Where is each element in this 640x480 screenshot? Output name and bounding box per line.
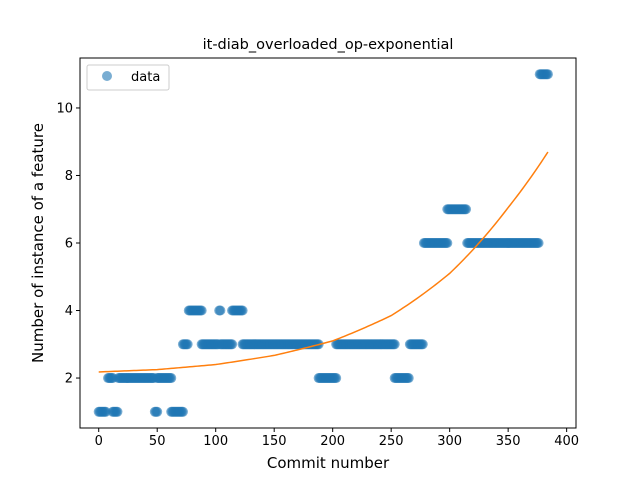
data-point <box>215 305 226 316</box>
x-tick-label: 100 <box>203 434 228 449</box>
data-point <box>331 373 342 384</box>
fit-line <box>98 151 549 373</box>
data-points <box>93 69 553 417</box>
data-point <box>152 406 163 417</box>
data-point <box>166 373 177 384</box>
y-axis-label: Number of instance of a feature <box>29 123 47 363</box>
x-tick-label: 50 <box>149 434 166 449</box>
axis-ticks: 0 50 100 150 200 250 300 350 400 2 4 6 8 10 <box>56 101 579 449</box>
x-tick-label: 350 <box>496 434 521 449</box>
legend-label-data: data <box>131 70 160 85</box>
y-tick-label: 4 <box>65 304 73 319</box>
fit-line-layer <box>98 151 549 373</box>
y-tick-label: 10 <box>56 101 73 116</box>
data-point <box>417 339 428 350</box>
data-point <box>182 339 193 350</box>
data-point <box>389 339 400 350</box>
data-point <box>237 305 248 316</box>
y-tick-label: 8 <box>65 169 73 184</box>
data-point <box>442 238 453 248</box>
data-point <box>177 406 188 417</box>
data-point <box>112 406 123 417</box>
x-tick-label: 200 <box>320 434 345 449</box>
chart-title: it-diab_overloaded_op-exponential <box>203 37 454 53</box>
data-point <box>533 238 544 248</box>
data-point <box>542 69 553 80</box>
data-point <box>100 406 111 417</box>
data-point <box>461 204 472 215</box>
data-point <box>196 305 207 316</box>
x-axis-label: Commit number <box>267 454 390 472</box>
x-tick-label: 300 <box>437 434 462 449</box>
x-tick-label: 250 <box>379 434 404 449</box>
x-tick-label: 0 <box>95 434 103 449</box>
data-point <box>227 339 238 350</box>
legend-marker-data <box>102 71 112 81</box>
y-tick-label: 6 <box>65 237 73 252</box>
x-tick-label: 150 <box>262 434 287 449</box>
x-tick-label: 400 <box>554 434 579 449</box>
legend: data <box>86 64 170 91</box>
y-tick-label: 2 <box>65 372 73 387</box>
data-point <box>403 373 414 384</box>
